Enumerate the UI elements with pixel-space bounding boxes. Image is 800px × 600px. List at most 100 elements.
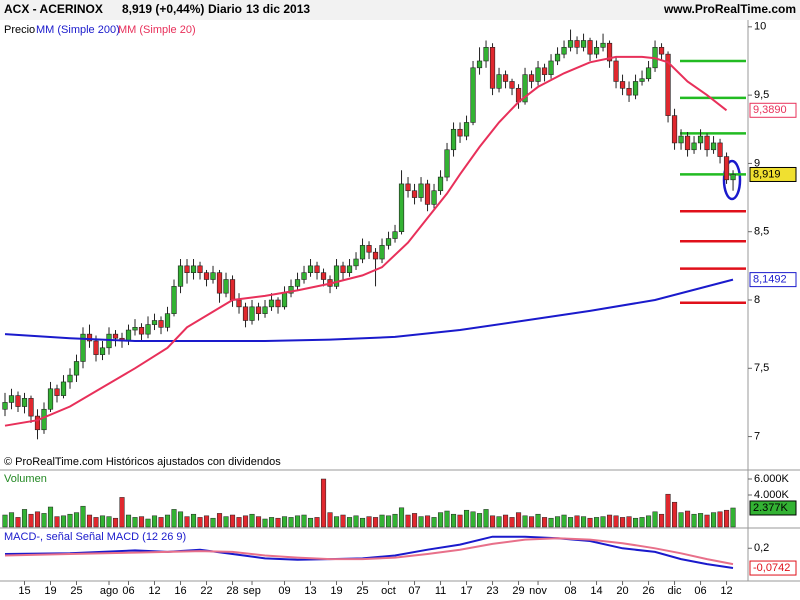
volume-bar <box>554 516 561 528</box>
candle-body <box>450 128 457 151</box>
candle-body <box>158 320 164 328</box>
volume-bar <box>106 516 112 528</box>
x-tick-label: 07 <box>408 585 420 597</box>
value-badge-label: 9,3890 <box>753 104 787 116</box>
candle-body <box>47 388 54 410</box>
candle-body <box>184 265 190 273</box>
value-badge <box>749 272 797 288</box>
volume-bar <box>2 514 8 528</box>
volume-bar <box>236 517 242 528</box>
candle-body <box>567 40 574 48</box>
volume-bar <box>346 517 353 528</box>
volume-bar <box>548 517 554 528</box>
volume-bar <box>470 511 476 528</box>
volume-bar <box>93 517 99 528</box>
volume-bar <box>223 516 229 528</box>
candle-body <box>372 251 379 260</box>
candle-body <box>483 47 489 62</box>
volume-bar <box>691 513 697 528</box>
volume-bar <box>385 515 392 528</box>
candle-body <box>99 347 106 355</box>
volume-bar <box>678 512 684 528</box>
x-tick-label: 26 <box>642 585 654 597</box>
x-tick-label: ago <box>100 585 118 597</box>
candle-body <box>268 299 275 308</box>
candle-body <box>509 81 515 89</box>
candle-body <box>125 329 132 342</box>
volume-bar <box>665 493 671 528</box>
volume-bar <box>229 514 236 528</box>
candle-body <box>723 156 730 181</box>
value-badge-label: -0,0742 <box>753 562 790 574</box>
x-tick-label: 12 <box>720 585 732 597</box>
volume-bar <box>561 514 567 528</box>
candle-body <box>223 279 229 294</box>
volume-bar <box>15 517 21 528</box>
volume-bar <box>320 478 327 528</box>
line-series <box>4 537 734 566</box>
candle-body <box>574 40 580 48</box>
candle-body <box>476 60 483 69</box>
candle-body <box>60 381 67 396</box>
volume-bar <box>366 516 372 528</box>
value-badge-label: 8,919 <box>753 168 781 180</box>
candle-body <box>86 333 93 342</box>
volume-bar <box>281 516 288 528</box>
volume-bar <box>353 515 359 528</box>
volume-bar <box>626 516 632 528</box>
volume-bar <box>639 517 645 528</box>
candle-body <box>288 286 294 294</box>
candle-body <box>301 272 307 280</box>
x-tick-label: 22 <box>200 585 212 597</box>
candle-body <box>411 190 418 198</box>
candle-body <box>54 388 60 396</box>
candle-body <box>21 398 28 407</box>
volume-bar <box>268 517 275 528</box>
volume-bar <box>47 506 54 528</box>
volume-bar <box>392 513 398 528</box>
volume-bar <box>632 517 639 528</box>
volume-bar <box>255 516 262 528</box>
volume-bar <box>528 516 535 528</box>
candle-body <box>626 87 632 96</box>
candle-body <box>145 324 151 335</box>
volume-bar <box>67 513 73 528</box>
candle-body <box>197 265 203 273</box>
candle-body <box>151 320 158 325</box>
candle-body <box>307 265 314 273</box>
volume-bar <box>476 513 483 528</box>
candle-body <box>80 333 86 362</box>
candle-body <box>418 183 424 198</box>
volume-bar <box>216 513 223 528</box>
volume-bar <box>340 514 346 528</box>
volume-bar <box>457 514 463 528</box>
volume-title: Volumen <box>4 473 47 485</box>
volume-bar <box>8 512 15 528</box>
candle-body <box>379 245 385 260</box>
y-tick-label: 9,5 <box>754 89 769 101</box>
x-tick-label: 11 <box>435 585 446 597</box>
volume-bar <box>210 517 216 528</box>
volume-bar <box>359 517 366 528</box>
volume-bar <box>723 509 730 528</box>
volume-bar <box>710 512 717 528</box>
value-badge <box>749 500 797 516</box>
candle-body <box>366 245 372 253</box>
candle-body <box>275 299 281 308</box>
candle-body <box>236 299 242 308</box>
volume-bar <box>112 517 119 528</box>
y-tick-label: 10 <box>754 21 766 33</box>
legend-price: Precio <box>4 24 35 36</box>
quote: 8,919 (+0,44%) <box>122 2 204 16</box>
candle-body <box>639 78 645 82</box>
candle-body <box>346 265 353 273</box>
volume-bar <box>489 515 496 528</box>
candle-body <box>190 265 197 273</box>
candle-body <box>2 402 8 410</box>
candle-body <box>203 272 210 280</box>
candle-body <box>613 60 619 82</box>
volume-bar <box>41 513 47 528</box>
volume-bar <box>171 509 177 528</box>
candle-body <box>359 245 366 260</box>
